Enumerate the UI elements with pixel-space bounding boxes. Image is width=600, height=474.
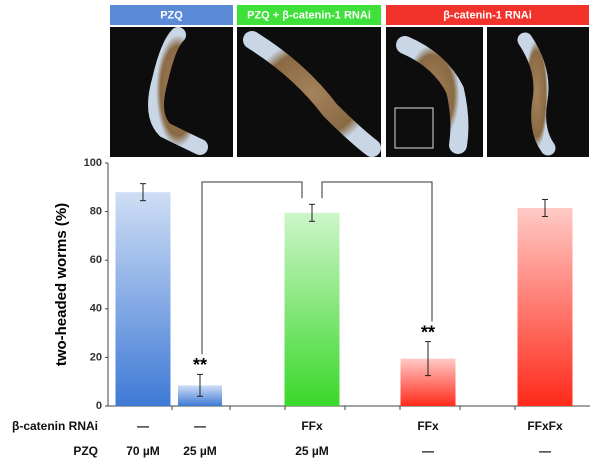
significance: **	[421, 322, 435, 342]
bar	[284, 212, 340, 406]
panel-header	[110, 5, 233, 25]
y-tick-label: 20	[90, 351, 102, 363]
worm	[243, 31, 381, 157]
row-value: 25 µM	[295, 444, 329, 458]
panel-label: PZQ + β-catenin-1 RNAi	[247, 9, 371, 21]
row-value: FFx	[417, 419, 439, 433]
y-tick-label: 100	[84, 157, 102, 169]
worm	[396, 36, 469, 154]
y-tick-label: 60	[90, 254, 102, 266]
row-label: PZQ	[73, 444, 98, 458]
row-value: —	[422, 444, 434, 458]
y-axis-label: two-headed worms (%)	[53, 203, 70, 366]
inset	[394, 107, 434, 149]
bracket	[201, 181, 303, 355]
worm	[148, 27, 208, 155]
bar	[517, 207, 573, 406]
row-value: 70 µM	[126, 444, 160, 458]
bar	[115, 192, 171, 406]
row-value: —	[194, 419, 206, 433]
row-value: FFx	[301, 419, 323, 433]
row-value: 25 µM	[183, 444, 217, 458]
row-label: β-catenin RNAi	[12, 419, 98, 433]
panel-header	[386, 5, 589, 25]
row-value: —	[137, 419, 149, 433]
y-tick-label: 40	[90, 303, 102, 315]
row-value: FFxFx	[527, 419, 563, 433]
images	[110, 27, 589, 157]
row-value: —	[539, 444, 551, 458]
panel-label: β-catenin-1 RNAi	[443, 9, 532, 21]
y-tick-label: 80	[90, 206, 102, 218]
significance: **	[193, 355, 207, 375]
worm	[517, 32, 556, 156]
y-tick-label: 0	[96, 400, 102, 412]
panel-headers: PZQ PZQ + β-catenin-1 RNAi β-catenin-1 RNA…	[110, 5, 589, 25]
panel-header	[237, 5, 381, 25]
panel-label: PZQ	[160, 9, 183, 21]
chart: two-headed worms (%) 0 20 40 60 80 100 ** ** β-ca…	[12, 157, 590, 458]
bracket	[321, 181, 433, 322]
